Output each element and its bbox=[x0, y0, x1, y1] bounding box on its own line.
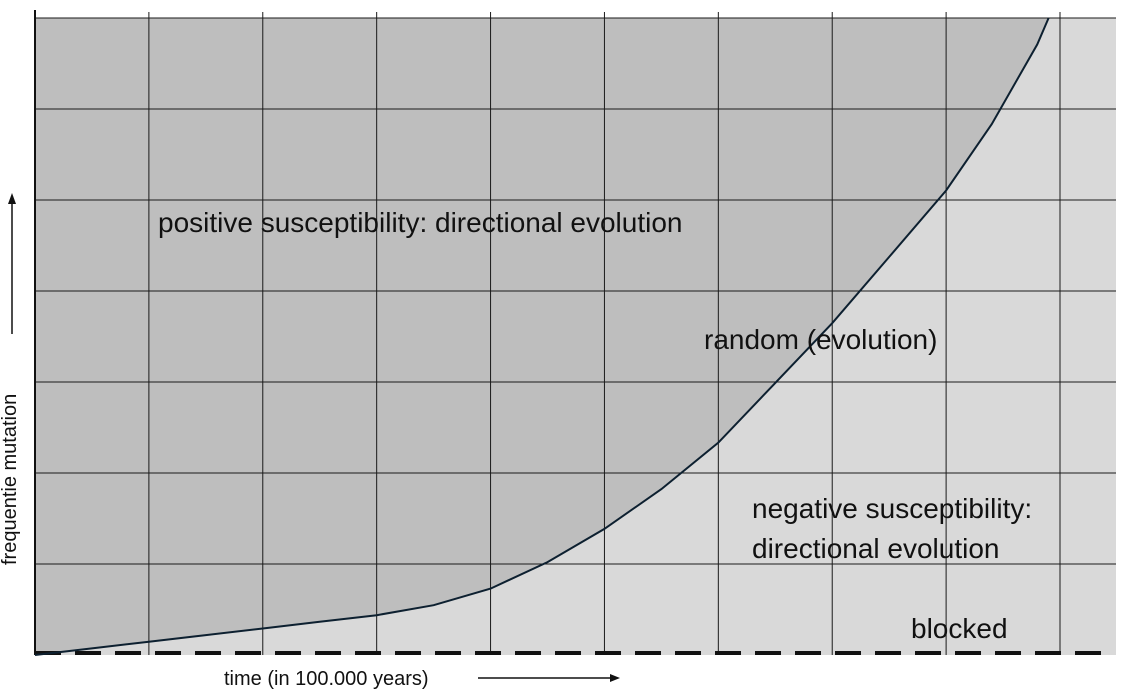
positive-region-area bbox=[35, 18, 1049, 655]
random-region-label: random (evolution) bbox=[704, 324, 937, 355]
negative-region-label: negative susceptibility: bbox=[752, 493, 1032, 524]
positive-region-label: positive susceptibility: directional evo… bbox=[158, 207, 683, 238]
grid bbox=[35, 12, 1116, 655]
mutation-curve bbox=[34, 17, 1050, 656]
negative-region-label-line2: directional evolution bbox=[752, 533, 1000, 564]
blocked-region-label: blocked bbox=[911, 613, 1008, 644]
y-axis-label: frequentie mutation bbox=[0, 394, 21, 565]
x-axis-label: time (in 100.000 years) bbox=[224, 668, 429, 690]
y-axis-arrow bbox=[8, 193, 16, 334]
x-axis-arrow bbox=[478, 674, 620, 682]
